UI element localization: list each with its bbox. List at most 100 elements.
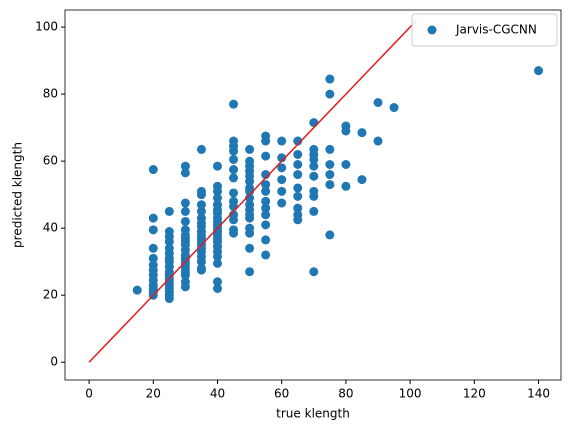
point [229, 228, 239, 238]
point [212, 258, 222, 268]
plot-frame [64, 9, 562, 381]
point [229, 215, 239, 225]
point [309, 171, 319, 181]
legend-label: Jarvis-CGCNN [455, 23, 537, 37]
point [229, 173, 239, 183]
point [293, 215, 303, 225]
point [245, 213, 255, 223]
point [309, 161, 319, 171]
x-tick-label: 20 [146, 387, 161, 401]
point [180, 216, 190, 226]
point [164, 206, 174, 216]
point [212, 252, 222, 262]
point [341, 181, 351, 191]
point [261, 186, 271, 196]
point [325, 74, 335, 84]
point [341, 126, 351, 136]
point [309, 191, 319, 201]
point [245, 144, 255, 154]
point [196, 265, 206, 275]
point [229, 146, 239, 156]
legend: Jarvis-CGCNN [411, 13, 558, 47]
point [148, 243, 158, 253]
point [196, 206, 206, 216]
point [212, 277, 222, 287]
point [389, 103, 399, 113]
point [245, 176, 255, 186]
point [229, 99, 239, 109]
point [261, 180, 271, 190]
point [325, 144, 335, 154]
point [357, 128, 367, 138]
point [277, 136, 287, 146]
point [229, 188, 239, 198]
point [148, 225, 158, 235]
y-tick-label: 40 [43, 221, 58, 235]
x-tick-label: 0 [85, 387, 93, 401]
point [357, 175, 367, 185]
point [261, 151, 271, 161]
point [245, 186, 255, 196]
point [196, 144, 206, 154]
point [164, 237, 174, 247]
y-tick-label: 100 [35, 20, 58, 34]
point [180, 270, 190, 280]
point [325, 89, 335, 99]
point [534, 66, 544, 76]
point [261, 235, 271, 245]
point [245, 228, 255, 238]
point [309, 154, 319, 164]
point [245, 243, 255, 253]
point [229, 154, 239, 164]
point [261, 250, 271, 260]
point [180, 282, 190, 292]
y-axis-label: predicted klength [11, 142, 25, 248]
point [277, 163, 287, 173]
point [212, 193, 222, 203]
point [277, 186, 287, 196]
point [325, 180, 335, 190]
point [212, 161, 222, 171]
y-tick-label: 20 [43, 288, 58, 302]
point [148, 253, 158, 263]
point [229, 165, 239, 175]
point [309, 206, 319, 216]
point [164, 294, 174, 304]
point [261, 203, 271, 213]
x-tick-label: 120 [463, 387, 486, 401]
point [293, 203, 303, 213]
point [325, 160, 335, 170]
point [180, 161, 190, 171]
point [245, 267, 255, 277]
x-tick-label: 40 [210, 387, 225, 401]
point [325, 170, 335, 180]
x-tick-label: 140 [527, 387, 550, 401]
x-tick-label: 80 [338, 387, 353, 401]
point [309, 118, 319, 128]
point [261, 136, 271, 146]
point [309, 267, 319, 277]
point [212, 186, 222, 196]
point [196, 257, 206, 267]
point [261, 170, 271, 180]
point [196, 190, 206, 200]
y-tick-label: 0 [50, 355, 58, 369]
y-tick-label: 60 [43, 154, 58, 168]
point [293, 136, 303, 146]
point [261, 210, 271, 220]
reference-line [88, 19, 418, 363]
point [148, 213, 158, 223]
point [373, 98, 383, 107]
point [212, 284, 222, 294]
x-axis-label: true klength [276, 407, 350, 421]
legend-marker [427, 25, 437, 35]
point [277, 175, 287, 185]
x-tick-label: 60 [274, 387, 289, 401]
point [180, 198, 190, 208]
point [293, 160, 303, 170]
point [196, 200, 206, 210]
point [341, 160, 351, 170]
point [180, 168, 190, 178]
point [180, 206, 190, 216]
